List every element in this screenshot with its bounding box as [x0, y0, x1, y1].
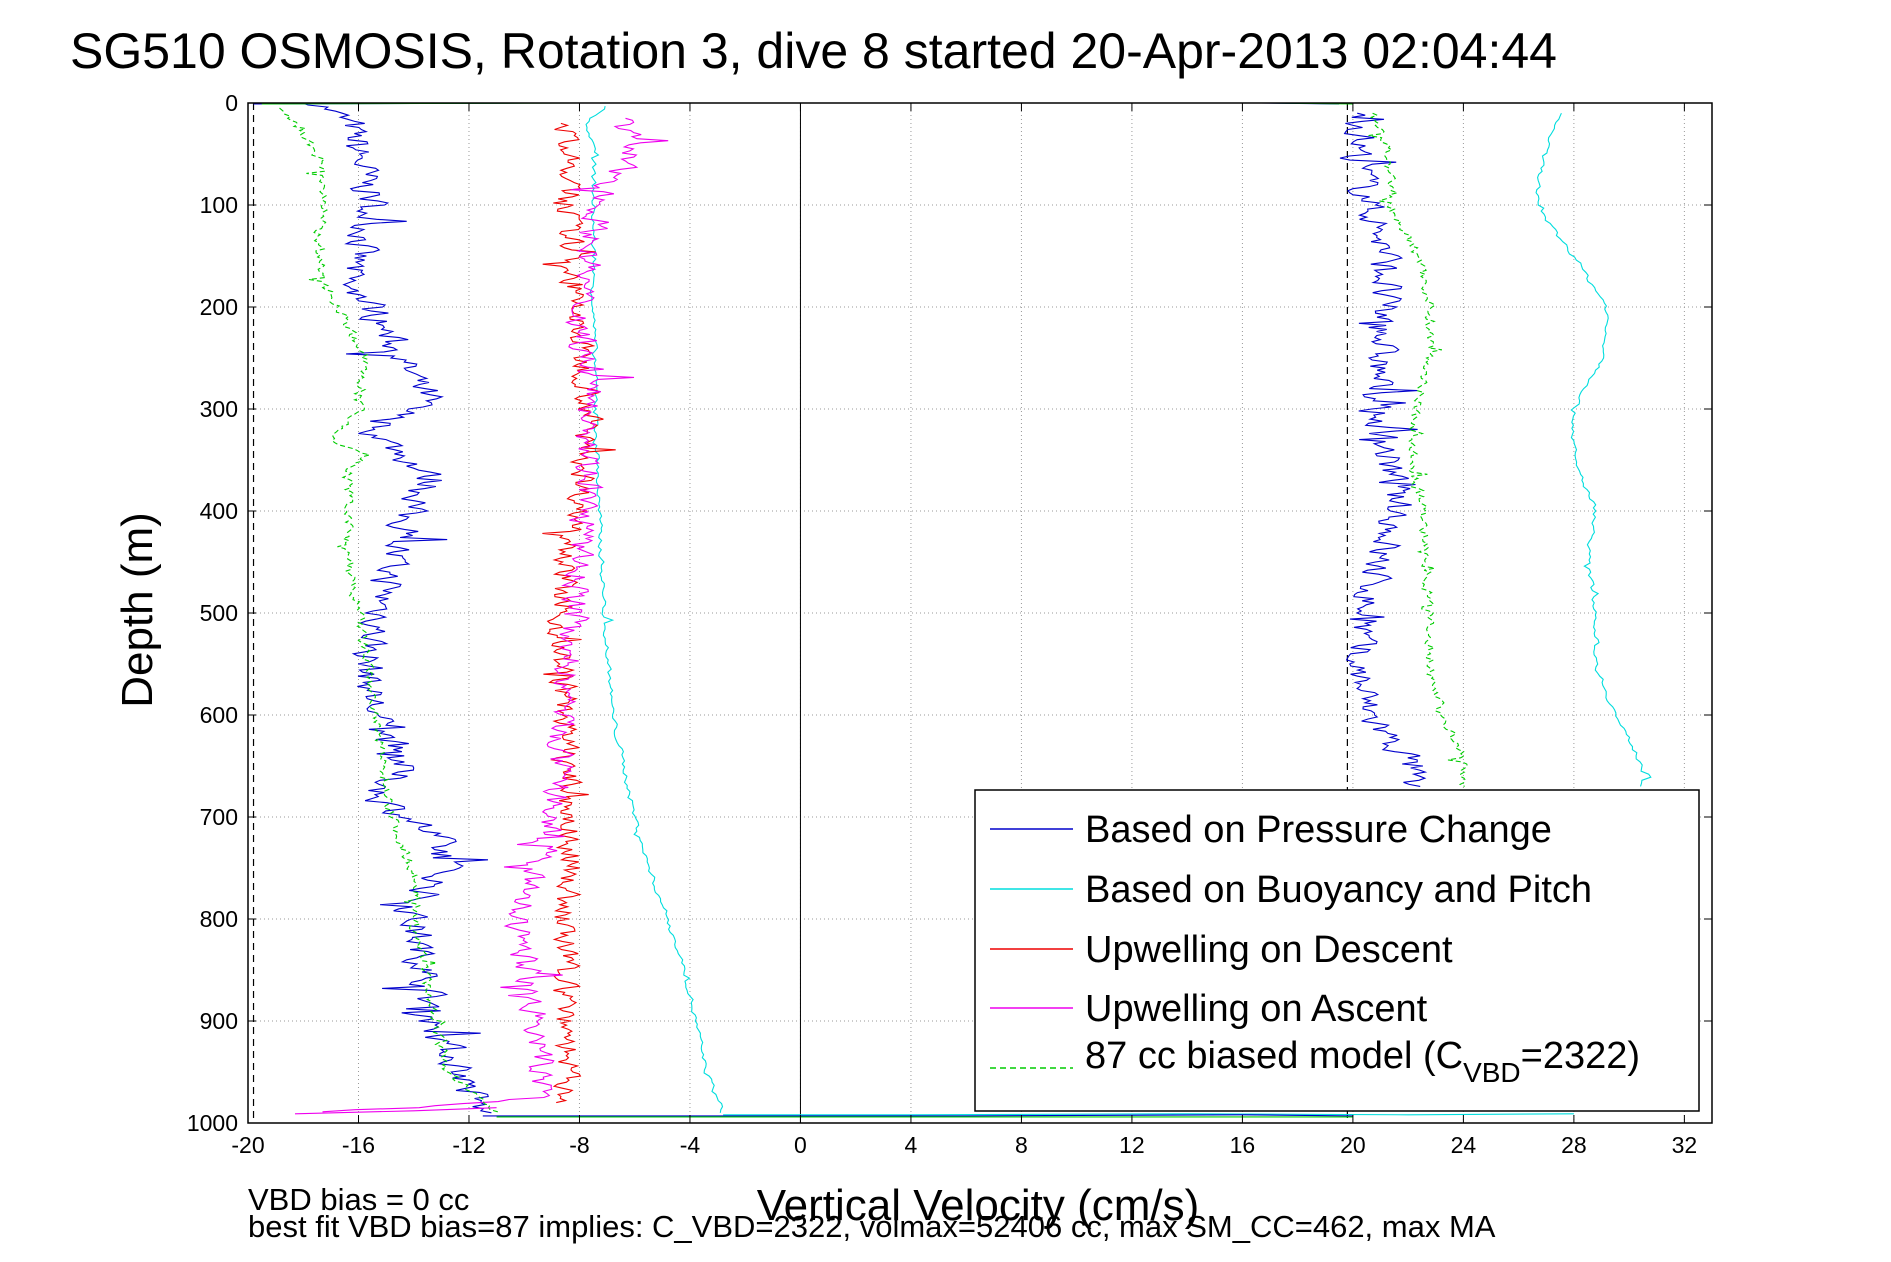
y-tick-label: 800: [200, 906, 238, 932]
axis-ticks: -20 -16 -12 -8 -4 0 4 8 12 16 20 24 28 32 0 100 200 300 40…: [187, 90, 1712, 1158]
legend-label-buoyancy: Based on Buoyancy and Pitch: [1085, 869, 1592, 911]
legend-label-pressure: Based on Pressure Change: [1085, 809, 1552, 851]
y-tick-label: 700: [200, 804, 238, 830]
surface-bottom-line-6: [294, 1107, 497, 1115]
legend-label-model: 87 cc biased model (CVBD=2322): [1085, 1035, 1640, 1088]
x-tick-label: 28: [1561, 1132, 1587, 1158]
x-tick-label: 32: [1672, 1132, 1698, 1158]
y-tick-label: 300: [200, 396, 238, 422]
x-tick-label: 12: [1119, 1132, 1145, 1158]
footer-line-2: best fit VBD bias=87 implies: C_VBD=2322…: [248, 1209, 1496, 1244]
series-line-1-1: [1535, 112, 1652, 787]
footer-line-1: VBD bias = 0 cc: [248, 1182, 469, 1217]
y-tick-label: 1000: [187, 1110, 238, 1136]
x-tick-label: 4: [905, 1132, 918, 1158]
series-line-4-1: [1368, 112, 1469, 787]
series-line-3-0: [322, 117, 669, 1113]
surface-bottom-line-4: [482, 1114, 1353, 1117]
legend-box: [974, 789, 1700, 1112]
legend-model-prefix: 87 cc biased model (C: [1085, 1035, 1463, 1077]
legend-model-subscript: VBD: [1463, 1057, 1521, 1088]
x-tick-label: -20: [231, 1132, 264, 1158]
y-tick-label: 500: [200, 600, 238, 626]
x-tick-label: -12: [452, 1132, 485, 1158]
x-tick-label: -4: [680, 1132, 701, 1158]
y-tick-label: 200: [200, 294, 238, 320]
legend-model-suffix: =2322): [1521, 1035, 1640, 1077]
series-layer: [253, 103, 1652, 1118]
series-line-0-1: [1339, 112, 1428, 787]
y-tick-label: 100: [200, 192, 238, 218]
y-tick-label: 400: [200, 498, 238, 524]
y-axis-label: Depth (m): [113, 512, 162, 708]
x-tick-label: 0: [794, 1132, 807, 1158]
series-line-2-0: [542, 122, 616, 1104]
series-line-4-0: [279, 107, 498, 1113]
series-line-1-0: [585, 105, 724, 1113]
x-tick-label: 8: [1015, 1132, 1028, 1158]
legend: Based on Pressure Change Based on Buoyan…: [974, 789, 1700, 1112]
x-tick-label: -8: [569, 1132, 589, 1158]
legend-label-ascent: Upwelling on Ascent: [1085, 988, 1428, 1030]
x-tick-label: -16: [342, 1132, 375, 1158]
y-tick-label: 0: [225, 90, 238, 116]
x-tick-label: 24: [1451, 1132, 1477, 1158]
legend-label-descent: Upwelling on Descent: [1085, 929, 1453, 971]
x-tick-label: 16: [1230, 1132, 1256, 1158]
y-tick-label: 600: [200, 702, 238, 728]
x-tick-label: 20: [1340, 1132, 1366, 1158]
y-tick-label: 900: [200, 1008, 238, 1034]
chart-title: SG510 OSMOSIS, Rotation 3, dive 8 starte…: [70, 23, 1557, 79]
series-line-0-0: [302, 103, 492, 1114]
x-axis-label: Vertical Velocity (cm/s): [757, 1181, 1200, 1230]
surface-bottom-line-3: [723, 1113, 1574, 1116]
